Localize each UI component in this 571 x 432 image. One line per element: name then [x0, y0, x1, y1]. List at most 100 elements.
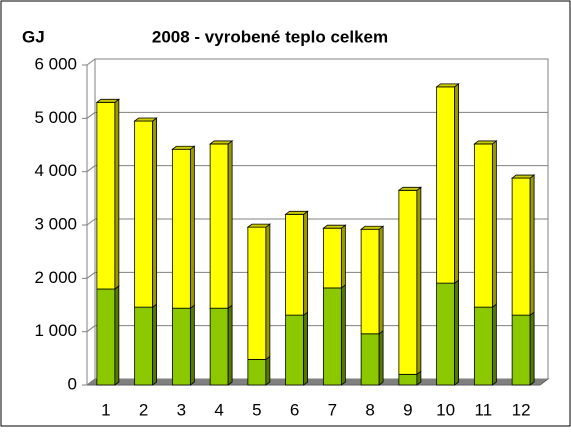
bar-face: [152, 117, 158, 308]
chart-title: 2008 - vyrobené teplo celkem: [152, 27, 388, 46]
bar-face: [416, 186, 422, 376]
grid-line: [86, 165, 96, 173]
bar-segment: [247, 355, 271, 386]
grid-line: [86, 58, 96, 66]
bar-face: [114, 285, 120, 386]
bar-face: [171, 145, 196, 150]
x-tick-label: 8: [365, 400, 374, 419]
bar-face: [152, 303, 158, 386]
bar-segment: [397, 186, 423, 376]
bar-face: [134, 120, 154, 308]
bar-segment: [322, 284, 346, 386]
bar-face: [529, 311, 535, 386]
bar-segment: [208, 140, 234, 310]
bar-face: [265, 223, 271, 361]
bar-face: [491, 140, 497, 308]
grid-line: [86, 271, 96, 279]
bar-segment: [359, 225, 385, 335]
bar-segment: [285, 311, 309, 386]
bar-face: [247, 358, 267, 386]
x-tick-label: 6: [290, 400, 299, 419]
bar-face: [265, 355, 271, 386]
bar-segment: [510, 174, 536, 316]
grid-line: [86, 218, 96, 226]
bar-face: [360, 333, 380, 386]
bar-face: [436, 86, 456, 284]
bar-face: [227, 140, 233, 310]
bar-face: [360, 228, 380, 335]
bar-face: [171, 148, 191, 309]
bar-face: [322, 224, 347, 229]
y-axis-label: GJ: [22, 27, 45, 46]
bar-segment: [322, 224, 347, 289]
bar-face: [95, 98, 121, 103]
bar-face: [209, 307, 229, 386]
y-tick-label: 1 000: [34, 321, 77, 340]
bar-face: [473, 143, 493, 308]
bar-face: [397, 186, 423, 191]
bar-segment: [360, 329, 384, 386]
bar-segment: [171, 145, 196, 310]
grid-line: [86, 378, 96, 386]
y-tick-label: 0: [68, 374, 77, 393]
bar-face: [511, 177, 531, 316]
bar-face: [510, 174, 536, 179]
bar-face: [208, 140, 234, 145]
y-tick-label: 2 000: [34, 268, 77, 287]
bar-face: [529, 174, 535, 316]
bar-face: [284, 210, 309, 215]
bar-face: [359, 225, 385, 230]
bar-face: [227, 304, 233, 386]
y-tick-label: 3 000: [34, 214, 77, 233]
y-tick-label: 4 000: [34, 161, 77, 180]
x-tick-label: 9: [403, 400, 412, 419]
bar-face: [133, 117, 158, 122]
bar-segment: [134, 303, 158, 386]
bar-face: [189, 145, 195, 310]
bar-segment: [96, 285, 120, 386]
bar-face: [454, 83, 460, 284]
bar-face: [491, 303, 497, 386]
bar-face: [134, 306, 154, 386]
x-tick-label: 1: [101, 400, 110, 419]
bar-face: [473, 306, 493, 386]
y-tick-label: 5 000: [34, 108, 77, 127]
bar-face: [303, 311, 309, 386]
bar-face: [209, 143, 229, 309]
x-tick-label: 2: [139, 400, 148, 419]
bar-face: [340, 284, 346, 386]
bar-segment: [171, 304, 195, 386]
x-tick-label: 12: [512, 400, 531, 419]
bar-face: [246, 223, 272, 228]
bar-segment: [473, 140, 498, 308]
bar-face: [96, 101, 116, 290]
bar-segment: [435, 83, 460, 284]
grid-line: [86, 111, 96, 119]
bar-segment: [209, 304, 233, 386]
bar-face: [435, 83, 460, 88]
bar-face: [378, 329, 384, 386]
bar-face: [511, 314, 531, 386]
bar-segment: [133, 117, 158, 308]
bar-segment: [436, 279, 460, 386]
bar-face: [322, 227, 342, 289]
bar-face: [454, 279, 460, 386]
grid-line: [86, 325, 96, 333]
bar-segment: [473, 303, 497, 386]
bar-face: [96, 288, 116, 386]
bar-face: [398, 373, 418, 386]
bar-face: [285, 213, 305, 316]
bar-face: [340, 224, 346, 289]
bar-face: [114, 98, 120, 290]
x-tick-label: 10: [436, 400, 455, 419]
bar-segment: [284, 210, 309, 316]
x-tick-label: 11: [475, 400, 493, 419]
y-tick-label: 6 000: [34, 54, 77, 73]
bar-face: [322, 287, 342, 386]
bar-face: [473, 140, 498, 145]
x-tick-label: 4: [214, 400, 223, 419]
bar-face: [171, 307, 191, 386]
bar-face: [285, 314, 305, 386]
bar-face: [398, 189, 418, 375]
